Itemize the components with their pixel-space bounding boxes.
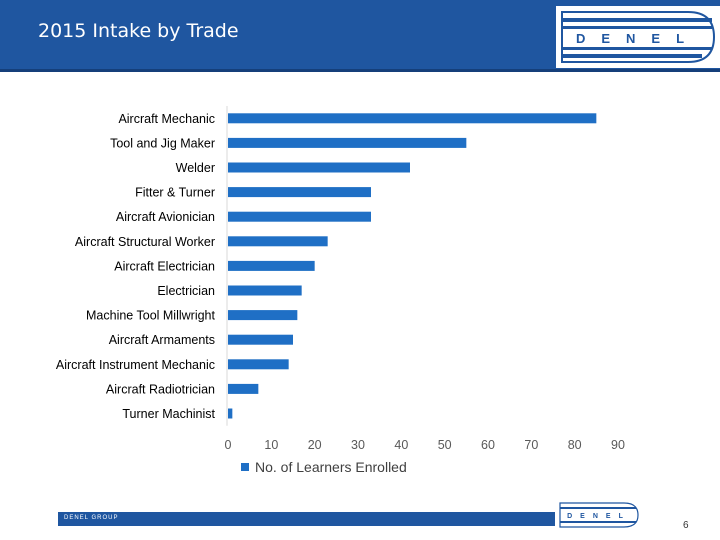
footer-bar: DENEL GROUP [58,512,555,526]
bar-chart: Aircraft Mechanic Tool and Jig Maker Welde… [0,80,720,480]
bar [228,236,328,247]
bar [228,285,302,296]
x-tick-label: 70 [524,438,538,452]
denel-logo: DENEL [556,6,720,68]
denel-logo-graphic: DENEL [561,11,716,63]
footer-logo-text: DENEL [567,513,631,520]
page-number: 6 [683,520,689,531]
x-tick-label: 90 [611,438,625,452]
bar [228,187,371,198]
category-label: Machine Tool Millwright [86,309,216,323]
category-label: Fitter & Turner [135,186,215,200]
category-label: Aircraft Radiotrician [106,382,215,396]
chart-legend: No. of Learners Enrolled [241,459,407,475]
x-tick-label: 20 [308,438,322,452]
slide-header: 2015 Intake by Trade DENEL [0,0,720,72]
category-label: Aircraft Armaments [109,333,215,347]
bar [228,408,233,419]
bar [228,211,371,222]
category-label: Aircraft Avionician [116,210,215,224]
slide-title: 2015 Intake by Trade [38,20,239,42]
footer-denel-logo: DENEL [558,500,640,530]
bar [228,260,315,271]
category-label: Aircraft Instrument Mechanic [56,358,215,372]
x-tick-label: 0 [225,438,232,452]
bar [228,359,289,370]
legend-label: No. of Learners Enrolled [255,459,407,475]
legend-swatch [241,463,249,471]
category-label: Electrician [157,284,215,298]
x-tick-label: 30 [351,438,365,452]
category-label: Welder [176,161,215,175]
category-label: Aircraft Structural Worker [75,235,215,249]
x-tick-label: 10 [264,438,278,452]
bar [228,310,298,321]
category-label: Aircraft Electrician [114,259,215,273]
x-tick-label: 40 [394,438,408,452]
bar [228,162,410,173]
footer-group-text: DENEL GROUP [64,515,119,521]
x-tick-label: 60 [481,438,495,452]
chart-svg: Aircraft Mechanic Tool and Jig Maker Welde… [56,106,625,452]
bar [228,383,259,394]
x-tick-label: 50 [438,438,452,452]
x-tick-label: 80 [568,438,582,452]
bar [228,137,467,148]
category-label: Aircraft Mechanic [118,112,215,126]
logo-text: DENEL [576,31,700,46]
bar [228,334,293,345]
category-label: Tool and Jig Maker [110,136,215,150]
category-label: Turner Machinist [122,407,215,421]
footer-logo-graphic: DENEL [559,502,639,528]
bar [228,113,597,124]
